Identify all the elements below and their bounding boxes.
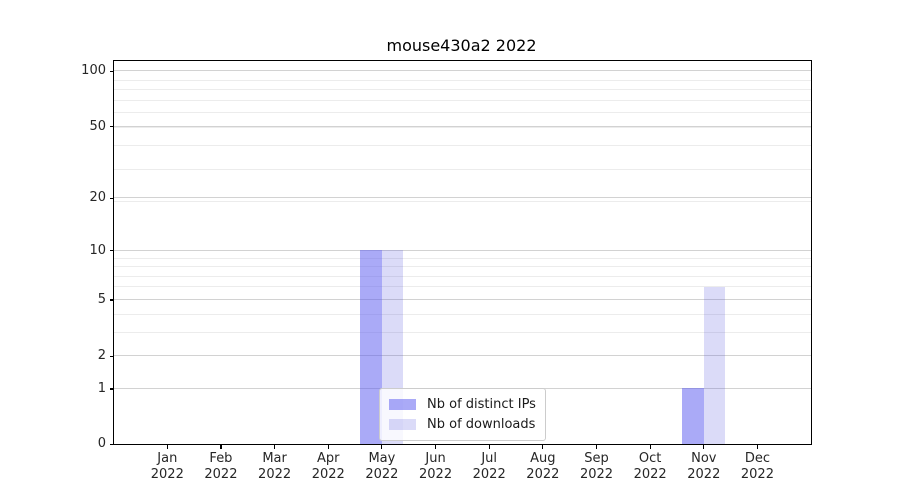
grid-line-minor — [114, 127, 811, 129]
y-tick-label: 0 — [97, 436, 106, 451]
chart-title: mouse430a2 2022 — [386, 36, 537, 55]
x-tick-mark — [274, 445, 276, 449]
y-tick-label: 100 — [81, 63, 106, 79]
grid-line-major — [114, 298, 811, 300]
legend-swatch-downloads — [389, 419, 416, 430]
y-tick-label: 1 — [97, 380, 106, 396]
y-tick-mark — [110, 388, 114, 390]
x-tick-mark — [756, 445, 759, 449]
grid-line-minor — [114, 331, 811, 333]
y-tick-label: 50 — [89, 118, 106, 134]
x-tick-mark — [595, 445, 598, 449]
grid-line-major — [114, 197, 811, 199]
y-tick-label: 2 — [97, 348, 106, 364]
y-tick-mark — [110, 355, 114, 357]
grid-line-minor — [114, 145, 811, 147]
grid-line-minor — [114, 201, 811, 203]
x-tick-label: Mar 2022 — [258, 451, 292, 482]
grid-line-minor — [114, 99, 811, 101]
grid-line-minor — [114, 79, 811, 81]
grid-line-major — [114, 125, 811, 127]
x-tick-mark — [542, 445, 544, 449]
grid-line-minor — [114, 266, 811, 268]
grid-line-minor — [114, 286, 811, 288]
x-tick-mark — [434, 445, 437, 449]
x-tick-mark — [327, 445, 329, 449]
legend-entry-distinct-ips: Nb of distinct IPs — [389, 396, 536, 413]
x-tick-mark — [381, 445, 383, 449]
x-tick-mark — [488, 445, 490, 449]
x-tick-label: Sep 2022 — [579, 451, 614, 482]
legend: Nb of distinct IPs Nb of downloads — [379, 388, 546, 441]
grid-line-major — [114, 70, 811, 72]
legend-entry-downloads: Nb of downloads — [389, 416, 536, 433]
bar-distinct-ips — [360, 250, 382, 444]
x-tick-label: Jun 2022 — [419, 451, 453, 482]
x-tick-label: Feb 2022 — [204, 451, 238, 482]
x-tick-label: Apr 2022 — [311, 451, 345, 482]
grid-line-minor — [114, 112, 811, 114]
x-tick-label: Oct 2022 — [633, 451, 667, 482]
y-tick-mark — [110, 126, 114, 128]
x-tick-label: Dec 2022 — [740, 451, 774, 482]
legend-swatch-distinct-ips — [389, 399, 416, 410]
y-tick-label: 5 — [97, 291, 106, 307]
grid-line-major — [114, 249, 811, 251]
y-tick-mark — [110, 250, 114, 252]
x-tick-mark — [703, 445, 705, 449]
x-tick-label: May 2022 — [365, 451, 399, 482]
grid-line-minor — [114, 257, 811, 259]
plot-area: 0 1 2 5 10 20 50 100 Jan 2022 Feb 2022 Mar 2022 Apr… — [81, 60, 812, 482]
y-tick-label: 10 — [89, 242, 106, 258]
x-tick-label: Aug 2022 — [526, 451, 560, 482]
y-tick-mark — [110, 299, 114, 301]
x-tick-mark — [166, 445, 168, 449]
y-tick-mark — [110, 197, 114, 200]
grid-line-minor — [114, 275, 811, 277]
grid-line-major — [114, 355, 811, 357]
x-tick-label: Jan 2022 — [150, 451, 184, 482]
y-tick-mark — [110, 443, 114, 445]
y-tick-label: 20 — [89, 190, 106, 206]
legend-label: Nb of downloads — [427, 417, 536, 432]
bar-downloads — [703, 286, 726, 444]
x-tick-mark — [649, 445, 651, 449]
grid-line-minor — [114, 313, 811, 315]
legend-label: Nb of distinct IPs — [427, 397, 536, 412]
x-tick-mark — [220, 445, 222, 449]
y-tick-mark — [110, 70, 114, 72]
grid-line-minor — [114, 168, 811, 170]
x-tick-label: Jul 2022 — [472, 451, 506, 482]
grid-line-minor — [114, 89, 811, 91]
bar-distinct-ips — [682, 388, 704, 444]
x-tick-label: Nov 2022 — [687, 451, 721, 482]
